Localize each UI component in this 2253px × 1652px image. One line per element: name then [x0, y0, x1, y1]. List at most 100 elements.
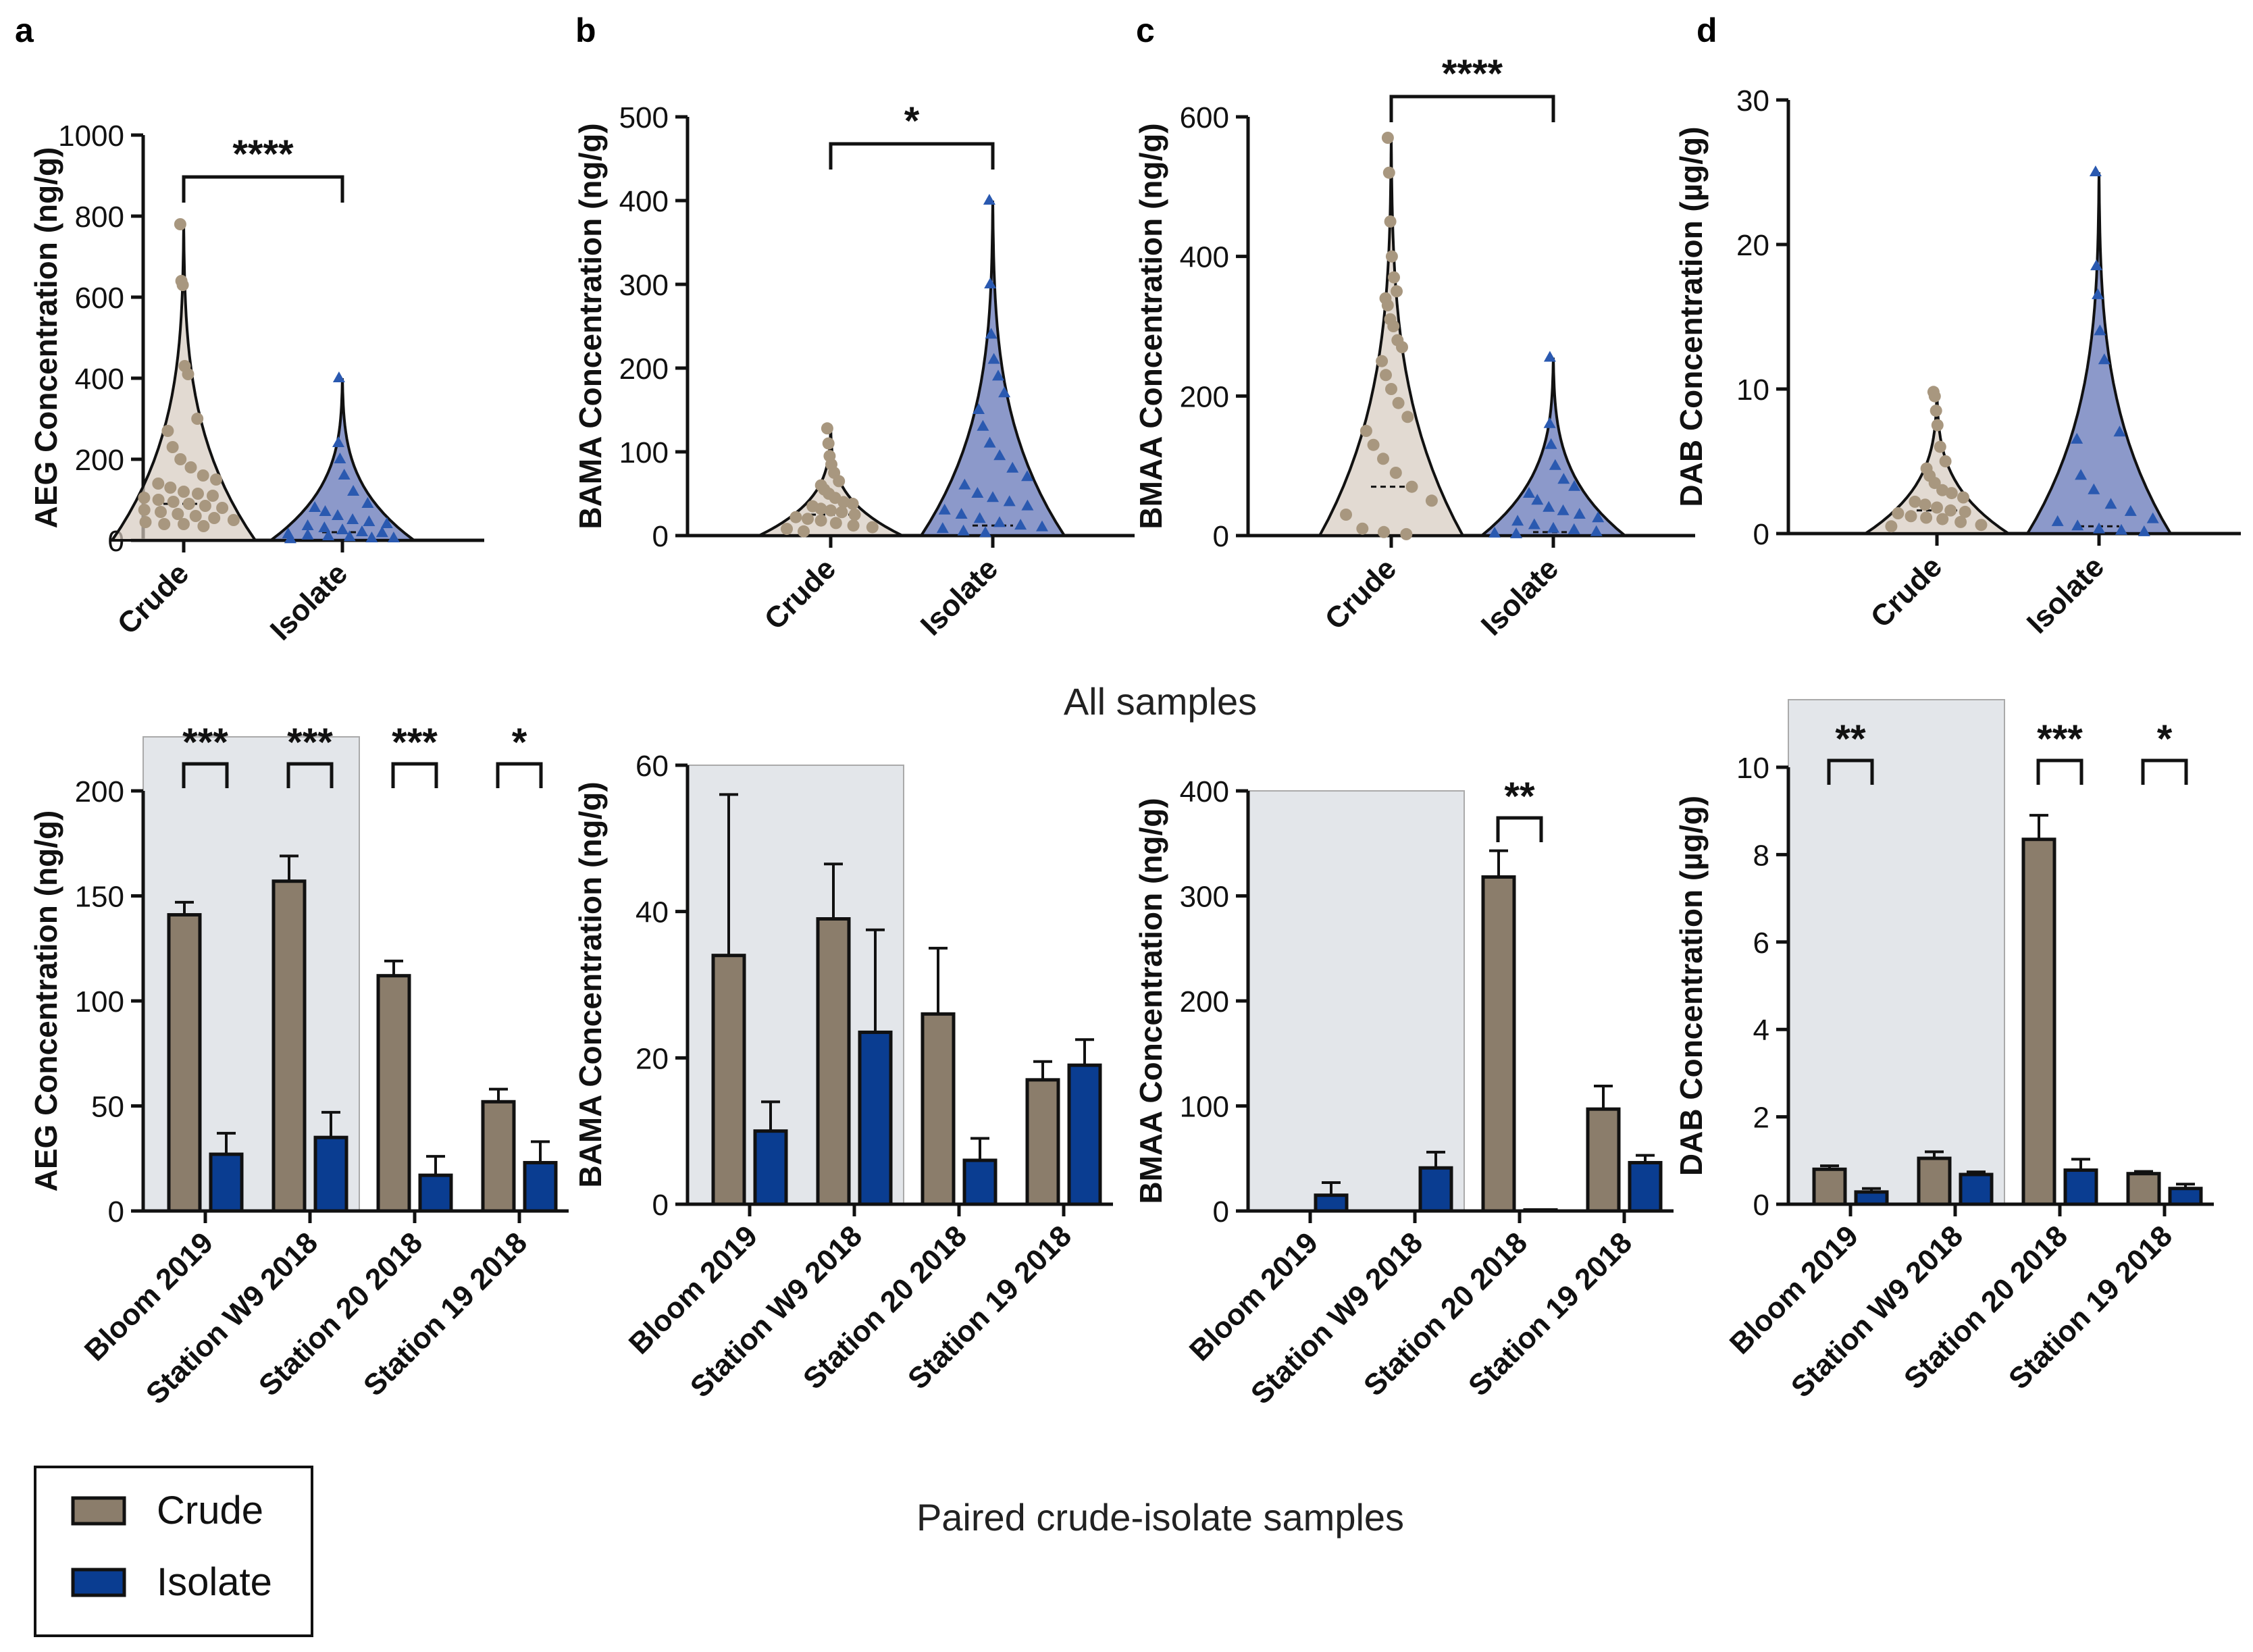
bar-chart-e-bar-isolate [313, 1135, 348, 1213]
violin-chart-b-ytick-label: 100 [619, 436, 669, 469]
legend: Crude Isolate [34, 1466, 313, 1637]
violin-chart-b-point-crude [846, 497, 859, 510]
violin-chart-b-point-crude [866, 521, 879, 534]
violin-chart-d-point-isolate [2051, 515, 2064, 526]
violin-chart-a-point-crude [161, 425, 174, 437]
violin-chart-c-point-crude [1401, 411, 1414, 423]
violin-chart-a-point-crude [164, 482, 177, 494]
bar-chart-h-shaded-region [1788, 699, 2005, 1205]
violin-chart-a-point-crude [197, 520, 210, 532]
bar-chart-g-ytick-label: 0 [1213, 1195, 1229, 1229]
bar-chart-h-sig-bracket [1827, 758, 1874, 785]
violin-chart-c-point-crude [1396, 341, 1408, 353]
violin-chart-a-point-crude [199, 500, 211, 512]
violin-chart-d-point-isolate [2146, 512, 2159, 523]
violin-chart-b-point-isolate [1036, 520, 1048, 532]
violin-chart-b-point-isolate [983, 194, 995, 205]
violin-chart-d-point-crude [1931, 501, 1943, 514]
violin-chart-a-point-isolate [336, 523, 348, 534]
violin-chart-c-point-isolate [1528, 518, 1540, 530]
violin-chart-a-point-crude [216, 502, 229, 514]
violin-chart-d-ytick-label: 30 [1736, 84, 1769, 118]
bar-chart-f-ytick-label: 20 [636, 1042, 669, 1075]
legend-swatch-isolate [71, 1568, 126, 1597]
violin-chart-d-point-crude [1945, 487, 1958, 500]
violin-chart-b-point-isolate [992, 369, 1004, 381]
violin-chart-c-point-crude [1359, 425, 1372, 437]
bar-chart-g-bar-crude [1586, 1107, 1621, 1213]
violin-chart-a-point-crude [192, 488, 204, 500]
violin-chart-d-ytick-label: 10 [1736, 373, 1769, 407]
violin-chart-b-point-crude [837, 496, 850, 509]
violin-chart-b-point-isolate [957, 524, 970, 536]
violin-chart-b-point-isolate [973, 403, 985, 414]
violin-chart-c-point-crude [1405, 480, 1418, 493]
violin-chart-b-point-isolate [998, 386, 1011, 398]
legend-label-isolate: Isolate [157, 1560, 272, 1604]
violin-chart-a-point-crude [138, 492, 151, 504]
violin-chart-a-ylabel: AEG Concentration (ng/g) [28, 147, 63, 529]
bar-chart-h-sig-bracket [2036, 758, 2083, 785]
violin-chart-a-point-isolate [363, 515, 376, 526]
violin-chart-b-point-isolate [993, 516, 1006, 527]
violin-chart-d-point-crude [1954, 515, 1967, 528]
bar-chart-e-ytick-label: 200 [75, 775, 124, 808]
violin-chart-b-point-isolate [1021, 499, 1034, 511]
violin-chart-c-point-isolate [1573, 508, 1586, 519]
violin-chart-b-ytick-label: 300 [619, 269, 669, 302]
violin-chart-a-ytick-label: 800 [75, 201, 124, 234]
violin-chart-a-point-crude [155, 506, 167, 518]
bar-chart-e-bar-isolate [209, 1152, 244, 1213]
violin-chart-b-sig-bracket [829, 142, 995, 170]
violin-chart-b-point-crude [798, 525, 810, 538]
violin-chart-a-ytick-label: 400 [75, 363, 124, 396]
violin-chart-b-point-crude [821, 422, 833, 435]
violin-chart-c-point-crude [1391, 285, 1403, 298]
violin-chart-c-point-isolate [1557, 504, 1570, 515]
bar-chart-e-sig-bracket [286, 762, 334, 788]
violin-chart-c-point-isolate [1543, 351, 1556, 362]
bar-chart-h-ytick-label: 4 [1753, 1014, 1769, 1047]
violin-chart-c-point-crude [1388, 271, 1400, 284]
bar-chart-h-bar-isolate [1854, 1190, 1889, 1206]
violin-chart-b-ytick-label: 200 [619, 353, 669, 386]
violin-chart-a-point-crude [182, 498, 195, 510]
bar-chart-h-bar-isolate [1959, 1172, 1994, 1206]
violin-chart-a-ytick-label: 200 [75, 444, 124, 477]
violin-chart-d-point-crude [1959, 505, 1971, 518]
violin-chart-a-point-crude [184, 461, 197, 473]
violin-chart-b-point-isolate [993, 449, 1006, 461]
violin-chart-b-point-isolate [936, 522, 949, 534]
violin-chart-d-ytick-label: 20 [1736, 229, 1769, 262]
violin-chart-c-point-isolate [1549, 459, 1561, 470]
violin-chart-d-point-isolate [2115, 523, 2127, 535]
violin-chart-a-sig-bracket [182, 175, 344, 203]
violin-chart-c-point-crude [1376, 355, 1389, 367]
violin-chart-a-point-isolate [365, 532, 378, 542]
bar-chart-e-sig-bracket [496, 762, 543, 788]
violin-chart-d-point-crude [1939, 455, 1952, 467]
violin-chart-c-ytick-label: 0 [1213, 520, 1229, 553]
violin-chart-b-point-crude [814, 514, 827, 527]
bar-chart-h-bar-crude [1812, 1167, 1847, 1206]
bar-chart-h-sig-label: *** [2037, 717, 2083, 761]
violin-chart-b-point-crude [822, 437, 835, 450]
violin-chart-a-point-isolate [322, 530, 335, 540]
bar-chart-g-bar-isolate [1418, 1166, 1453, 1213]
violin-chart-a-point-isolate [387, 532, 400, 542]
violin-chart-c-point-isolate [1543, 500, 1555, 512]
violin-chart-a-point-crude [182, 368, 195, 380]
violin-chart-b-point-crude [802, 513, 814, 525]
violin-chart-a-point-crude [174, 218, 186, 230]
violin-chart-a-point-isolate [356, 525, 368, 536]
bar-chart-e-ylabel: AEG Concentration (ng/g) [28, 810, 63, 1192]
bar-chart-f-ylabel: BAMA Concentration (ng/g) [573, 781, 608, 1187]
violin-chart-b-point-isolate [984, 278, 997, 288]
bar-chart-f-bar-isolate [753, 1129, 788, 1206]
violin-chart-d-point-isolate [2090, 259, 2103, 271]
violin-chart-d-point-crude [1944, 504, 1957, 517]
violin-chart-d-point-crude [1920, 511, 1933, 524]
violin-chart-a-point-crude [152, 477, 165, 490]
violin-chart-d-point-crude [1930, 405, 1942, 417]
violin-chart-a-point-isolate [380, 517, 393, 528]
